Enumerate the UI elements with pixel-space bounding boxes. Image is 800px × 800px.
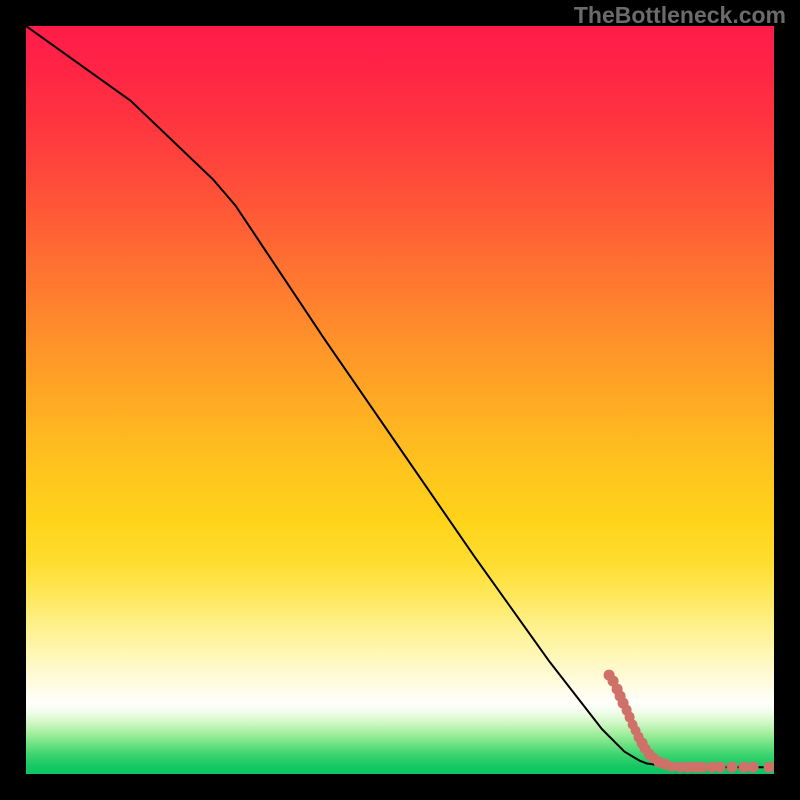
- data-marker: [727, 762, 738, 773]
- canvas: TheBottleneck.com: [0, 0, 800, 800]
- data-marker: [715, 762, 726, 773]
- main-curve: [26, 26, 774, 774]
- data-marker: [748, 762, 759, 773]
- watermark-text: TheBottleneck.com: [574, 2, 786, 29]
- data-marker: [763, 762, 774, 773]
- curve-path: [26, 26, 774, 767]
- plot-area: [26, 26, 774, 774]
